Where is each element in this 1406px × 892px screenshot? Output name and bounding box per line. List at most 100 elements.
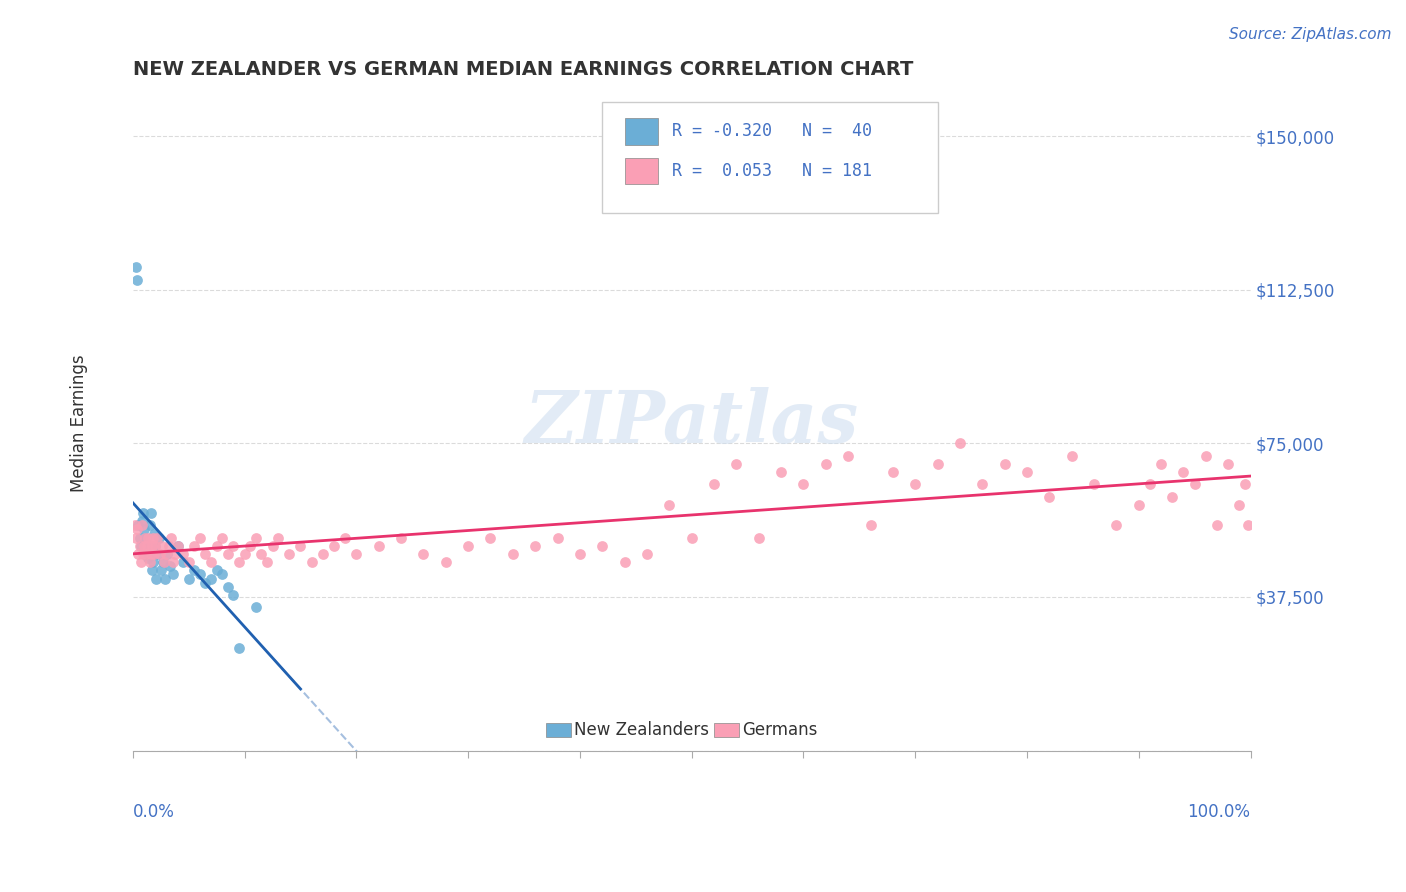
Point [138, 531, 160, 545]
Text: R = -0.320   N =  40: R = -0.320 N = 40 [672, 122, 872, 140]
Text: NEW ZEALANDER VS GERMAN MEDIAN EARNINGS CORRELATION CHART: NEW ZEALANDER VS GERMAN MEDIAN EARNINGS … [132, 60, 914, 78]
Point [143, 539, 166, 553]
Point [139, 506, 162, 520]
Point [129, 555, 152, 569]
Point [188, 531, 211, 545]
FancyBboxPatch shape [624, 119, 658, 145]
FancyBboxPatch shape [714, 723, 738, 738]
Point [138, 551, 160, 566]
Point [1173, 465, 1195, 479]
Text: 100.0%: 100.0% [1188, 803, 1250, 821]
Point [183, 563, 205, 577]
Point [162, 567, 184, 582]
Point [211, 567, 233, 582]
Text: ZIPatlas: ZIPatlas [524, 387, 859, 458]
Point [200, 555, 222, 569]
Point [725, 457, 748, 471]
Point [222, 539, 245, 553]
Point [972, 477, 994, 491]
Point [278, 547, 301, 561]
Point [124, 518, 146, 533]
Point [146, 531, 169, 545]
Point [143, 539, 166, 553]
Point [177, 572, 200, 586]
Point [162, 555, 184, 569]
Point [166, 539, 188, 553]
Point [228, 641, 250, 656]
Point [1015, 465, 1038, 479]
Point [904, 477, 927, 491]
Point [131, 518, 153, 533]
Point [142, 555, 165, 569]
Point [367, 539, 389, 553]
Point [1060, 449, 1083, 463]
Text: Germans: Germans [742, 722, 817, 739]
Point [172, 555, 194, 569]
Point [188, 567, 211, 582]
Point [217, 580, 239, 594]
Point [681, 531, 703, 545]
Text: Source: ZipAtlas.com: Source: ZipAtlas.com [1229, 27, 1392, 42]
Point [139, 547, 162, 561]
Point [165, 547, 187, 561]
Point [301, 555, 323, 569]
Point [245, 600, 267, 615]
Point [217, 547, 239, 561]
Point [250, 547, 273, 561]
Point [135, 547, 157, 561]
Point [177, 555, 200, 569]
Point [245, 531, 267, 545]
Point [1195, 449, 1218, 463]
Point [134, 547, 156, 561]
Point [132, 539, 155, 553]
Point [125, 531, 148, 545]
Point [323, 539, 346, 553]
Point [156, 547, 179, 561]
Point [335, 531, 357, 545]
Point [138, 518, 160, 533]
Point [412, 547, 434, 561]
Point [859, 518, 882, 533]
Point [502, 547, 524, 561]
Point [125, 260, 148, 275]
Point [143, 547, 166, 561]
Point [1139, 477, 1161, 491]
Point [613, 555, 636, 569]
Point [792, 477, 814, 491]
Point [142, 531, 165, 545]
Point [205, 539, 228, 553]
Point [1038, 490, 1060, 504]
Point [344, 547, 367, 561]
Point [994, 457, 1017, 471]
Point [267, 531, 290, 545]
Point [143, 526, 166, 541]
Point [1233, 477, 1256, 491]
Point [127, 518, 149, 533]
FancyBboxPatch shape [547, 723, 571, 738]
Point [172, 547, 194, 561]
Point [591, 539, 613, 553]
Point [135, 531, 157, 545]
Point [146, 547, 169, 561]
Point [636, 547, 658, 561]
Point [1150, 457, 1173, 471]
Point [149, 563, 172, 577]
Point [150, 539, 173, 553]
Point [228, 555, 250, 569]
Text: R =  0.053   N = 181: R = 0.053 N = 181 [672, 161, 872, 180]
Point [205, 563, 228, 577]
Point [837, 449, 859, 463]
Point [457, 539, 479, 553]
Point [770, 465, 793, 479]
Point [211, 531, 233, 545]
Point [127, 547, 149, 561]
Point [312, 547, 335, 561]
Point [949, 436, 972, 450]
Point [141, 539, 163, 553]
Point [1128, 498, 1150, 512]
Point [434, 555, 457, 569]
Point [134, 531, 156, 545]
Text: Median Earnings: Median Earnings [70, 354, 89, 491]
Text: New Zealanders: New Zealanders [574, 722, 709, 739]
Point [262, 539, 284, 553]
